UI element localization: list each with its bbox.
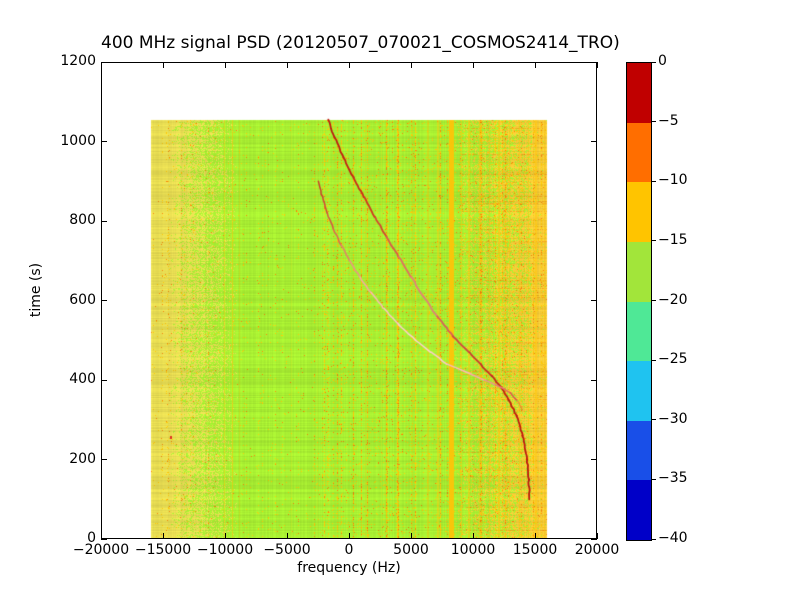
x-tick-mark [596,533,598,539]
y-tick-mark-right [591,141,597,142]
x-tick-mark-top [162,62,164,68]
x-tick-mark [286,533,288,539]
colorbar-tick-label: −20 [658,291,688,308]
colorbar-band [627,301,651,362]
x-tick-mark-top [286,62,288,68]
colorbar-tick-label: −40 [658,530,688,546]
colorbar-band [627,241,651,302]
colorbar-band [627,480,651,540]
x-tick-label: −10000 [196,542,254,558]
colorbar-tick-mark [652,61,656,63]
colorbar-tick-mark [652,240,656,242]
x-tick-mark-top [410,62,412,68]
colorbar-tick-label: −30 [658,410,688,427]
colorbar-tick-label: 0 [658,53,667,69]
x-tick-mark-top [348,62,350,68]
y-tick-label: 600 [69,291,96,308]
x-tick-label: 15000 [512,542,558,558]
x-tick-label: 20000 [574,542,620,558]
y-axis-label: time (s) [28,262,44,318]
y-tick-mark-right [591,538,597,540]
x-tick-label: −15000 [134,542,192,558]
y-tick-label: 1200 [60,53,96,69]
y-tick-mark [101,300,107,301]
x-tick-mark-top [534,62,536,68]
x-tick-mark-top [472,62,474,68]
colorbar-band [627,361,651,421]
y-tick-mark [101,459,107,460]
y-tick-mark-right [591,220,597,222]
x-tick-mark [410,533,412,539]
colorbar-tick-mark [652,419,656,421]
x-tick-label: 10000 [450,542,496,558]
colorbar-band [627,122,651,183]
x-tick-label: 5000 [393,542,429,558]
x-tick-label: −5000 [263,542,311,558]
y-tick-label: 200 [69,450,96,467]
colorbar-tick-mark [652,121,656,123]
x-axis-label: frequency (Hz) [297,560,401,576]
y-tick-mark [101,379,107,381]
y-tick-mark [101,61,107,63]
y-tick-mark [101,141,107,142]
x-tick-mark [348,533,350,539]
colorbar-tick-label: −35 [658,470,688,487]
x-tick-mark [534,533,536,539]
y-tick-label: 400 [69,371,96,387]
y-tick-mark [101,538,107,540]
x-tick-mark [162,533,164,539]
colorbar-tick-mark [652,300,656,301]
y-tick-label: 0 [87,530,96,546]
x-tick-mark [100,533,102,539]
x-tick-mark-top [100,62,102,68]
colorbar-band [627,420,651,481]
colorbar-tick-label: −25 [658,351,688,368]
x-tick-mark-top [224,62,226,68]
colorbar-tick-mark [652,478,656,480]
colorbar-tick-mark [652,359,656,361]
colorbar-band [627,182,651,242]
colorbar-band [627,63,651,123]
y-tick-mark-right [591,459,597,460]
colorbar-tick-label: −5 [658,112,679,129]
y-tick-mark-right [591,379,597,381]
x-tick-mark [224,533,226,539]
y-tick-mark-right [591,300,597,301]
colorbar-tick-mark [652,538,656,540]
heatmap-canvas [101,62,597,539]
colorbar-tick-label: −10 [658,172,688,189]
x-tick-label: 0 [344,542,354,558]
chart-title: 400 MHz signal PSD (20120507_070021_COSM… [101,33,620,53]
colorbar-tick-label: −15 [658,231,688,248]
x-tick-label: −20000 [72,542,130,558]
colorbar [626,62,652,541]
y-tick-mark [101,220,107,222]
x-tick-mark-top [596,62,598,68]
y-tick-mark-right [591,61,597,63]
y-tick-label: 1000 [60,132,96,149]
y-tick-label: 800 [69,212,96,228]
x-tick-mark [472,533,474,539]
colorbar-tick-mark [652,180,656,182]
